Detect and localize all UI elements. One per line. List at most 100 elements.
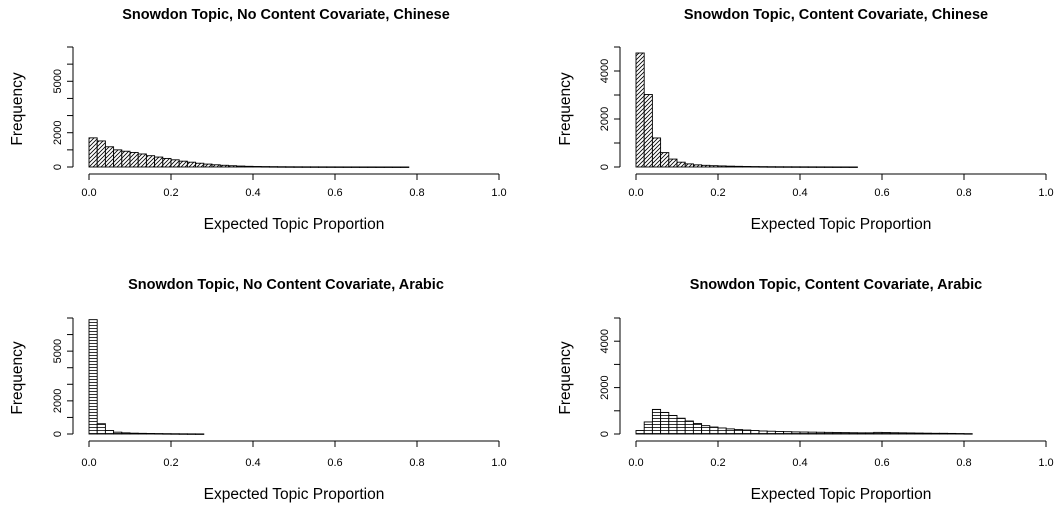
y-tick-label: 2000: [52, 389, 64, 413]
histogram-bar: [121, 432, 131, 435]
histogram-bar: [359, 166, 369, 168]
histogram-bar: [791, 431, 801, 435]
histogram-bar: [186, 433, 197, 435]
y-tick-label: 0: [52, 431, 64, 437]
histogram-bar: [750, 166, 760, 168]
histogram-bar: [774, 430, 785, 435]
x-axis: 0.0 0.2 0.4 0.6 0.8 1.0: [81, 173, 507, 199]
histogram-bar: [236, 165, 246, 168]
histogram-panel-3: Snowdon Topic, No Content Covariate, Ara…: [9, 277, 507, 503]
y-axis: 0 2000 4000: [599, 46, 621, 170]
histogram-bar: [668, 414, 678, 435]
y-axis-label: Frequency: [9, 341, 26, 414]
x-axis: 0.0 0.2 0.4 0.6 0.8 1.0: [81, 440, 507, 469]
histogram-bars: [88, 319, 205, 435]
y-tick-label: 0: [599, 164, 611, 170]
histogram-bars: [635, 408, 973, 435]
histogram-bar: [154, 156, 164, 168]
chart-title: Snowdon Topic, Content Covariate, Arabic: [690, 277, 982, 293]
x-tick-label: 1.0: [491, 457, 506, 469]
x-tick-label: 0.6: [327, 187, 342, 199]
histogram-bar: [914, 432, 924, 435]
histogram-panel-4: Snowdon Topic, Content Covariate, Arabic…: [557, 277, 1054, 503]
histogram-bar: [791, 166, 801, 168]
histogram-bar: [848, 432, 858, 435]
histogram-bar: [701, 425, 711, 435]
histogram-bar: [367, 166, 377, 168]
histogram-bar: [766, 166, 776, 168]
histogram-bar: [742, 166, 752, 168]
histogram-bar: [758, 430, 768, 435]
histogram-bar: [643, 421, 653, 435]
histogram-bar: [88, 319, 98, 435]
y-tick-label: 2000: [52, 120, 64, 144]
histogram-bar: [815, 166, 826, 168]
histogram-bar: [260, 166, 270, 168]
histogram-bar: [400, 166, 410, 168]
histogram-bar: [676, 417, 686, 435]
histogram-bar: [856, 432, 867, 435]
y-axis-label: Frequency: [9, 72, 26, 145]
histogram-bar: [684, 163, 694, 168]
histogram-bar: [318, 166, 328, 168]
histogram-bar: [334, 166, 344, 168]
histogram-panel-1: Snowdon Topic, No Content Covariate, Chi…: [9, 7, 507, 233]
x-tick-label: 0.4: [792, 457, 807, 469]
histogram-bar: [277, 166, 287, 168]
histogram-bar: [930, 432, 940, 435]
histogram-bar: [326, 166, 336, 168]
x-tick-label: 0.8: [956, 457, 971, 469]
histogram-bar: [725, 428, 735, 435]
x-tick-label: 0.4: [245, 187, 260, 199]
histogram-bar: [301, 166, 311, 168]
x-tick-label: 0.2: [710, 187, 725, 199]
x-tick-label: 1.0: [1038, 457, 1053, 469]
histogram-bar: [162, 433, 172, 435]
histogram-bar: [750, 430, 760, 435]
histogram-bar: [799, 166, 809, 168]
histogram-bar: [162, 157, 172, 168]
histogram-bar: [807, 166, 817, 168]
histogram-bar: [170, 159, 180, 168]
histogram-bar: [113, 149, 123, 168]
histogram-bar: [104, 430, 115, 435]
histogram-bar: [375, 166, 385, 168]
x-tick-label: 0.2: [163, 187, 178, 199]
histogram-bar: [824, 166, 834, 168]
histogram-bar: [824, 431, 834, 435]
histogram-bar: [178, 433, 188, 435]
histogram-bar: [186, 161, 197, 168]
histogram-bar: [129, 151, 139, 168]
y-tick-label: 5000: [52, 69, 64, 93]
y-tick-label: 0: [599, 431, 611, 437]
histogram-bar: [195, 162, 205, 168]
histogram-bar: [195, 433, 205, 435]
chart-title: Snowdon Topic, No Content Covariate, Chi…: [122, 7, 450, 23]
histogram-bar: [799, 431, 809, 435]
histogram-bar: [692, 164, 703, 168]
x-tick-label: 0.8: [409, 457, 424, 469]
histogram-bar: [848, 166, 858, 168]
histogram-bar: [154, 433, 164, 435]
y-tick-label: 2000: [599, 375, 611, 399]
chart-title: Snowdon Topic, No Content Covariate, Ara…: [128, 277, 444, 293]
histogram-bar: [96, 140, 106, 168]
histogram-bar: [881, 432, 891, 435]
histogram-bar: [383, 166, 393, 168]
histogram-bar: [701, 164, 711, 168]
x-tick-label: 0.0: [81, 457, 96, 469]
histogram-bar: [651, 408, 662, 435]
histogram-bar: [391, 166, 402, 168]
y-axis-label: Frequency: [557, 72, 574, 145]
histogram-bar: [938, 432, 949, 435]
histogram-bar: [285, 166, 295, 168]
histogram-bar: [342, 166, 352, 168]
histogram-bar: [897, 432, 908, 435]
y-axis: 0 2000 4000: [599, 317, 621, 437]
y-tick-label: 4000: [599, 329, 611, 353]
histogram-bar: [922, 432, 932, 435]
histogram-bar: [668, 158, 678, 168]
histogram-bar: [733, 429, 744, 435]
y-axis: 0 2000 5000: [52, 46, 74, 170]
histogram-bar: [676, 161, 686, 168]
